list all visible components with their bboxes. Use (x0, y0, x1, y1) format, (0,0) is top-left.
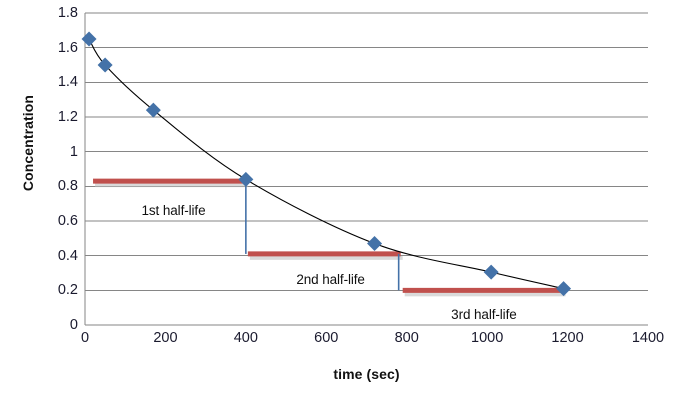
x-tick-label: 600 (314, 330, 339, 346)
x-tick-label: 1400 (631, 330, 665, 346)
x-tick-label: 0 (80, 330, 90, 346)
y-tick-label: 1 (69, 143, 78, 160)
x-axis-title: time (sec) (333, 366, 400, 382)
annotation-label-3: 3rd half-life (451, 306, 517, 322)
data-point-marker (97, 57, 113, 73)
annotation-label-1: 1st half-life (141, 202, 206, 218)
y-tick-label: 1.2 (57, 109, 78, 125)
annotation-label-2: 2nd half-life (296, 271, 365, 287)
data-point-marker (145, 102, 161, 118)
y-tick-label: 0.6 (57, 213, 78, 229)
y-axis-tick-labels: 0 0.2 0.4 0.6 0.8 1 1.2 1.4 1.6 1.8 (33, 0, 78, 402)
data-point-marker (81, 31, 97, 47)
trend-curve (88, 38, 564, 290)
x-tick-label: 200 (153, 330, 178, 346)
data-point-marker (483, 264, 499, 280)
data-point-marker (367, 236, 383, 252)
y-tick-label: 0 (69, 317, 78, 333)
y-tick-label: 0.4 (57, 247, 78, 264)
y-tick-label: 0.8 (57, 178, 78, 195)
y-tick-label: 1.6 (57, 39, 78, 56)
x-tick-label: 1200 (551, 330, 584, 346)
x-tick-label: 400 (233, 330, 258, 346)
y-tick-label: 0.2 (57, 282, 78, 299)
x-tick-label: 800 (394, 330, 419, 346)
y-tick-label: 1.8 (57, 5, 78, 21)
x-tick-label: 1000 (471, 330, 504, 346)
data-point-marker (238, 171, 254, 187)
y-tick-label: 1.4 (57, 74, 78, 91)
data-point-marker (556, 281, 572, 297)
